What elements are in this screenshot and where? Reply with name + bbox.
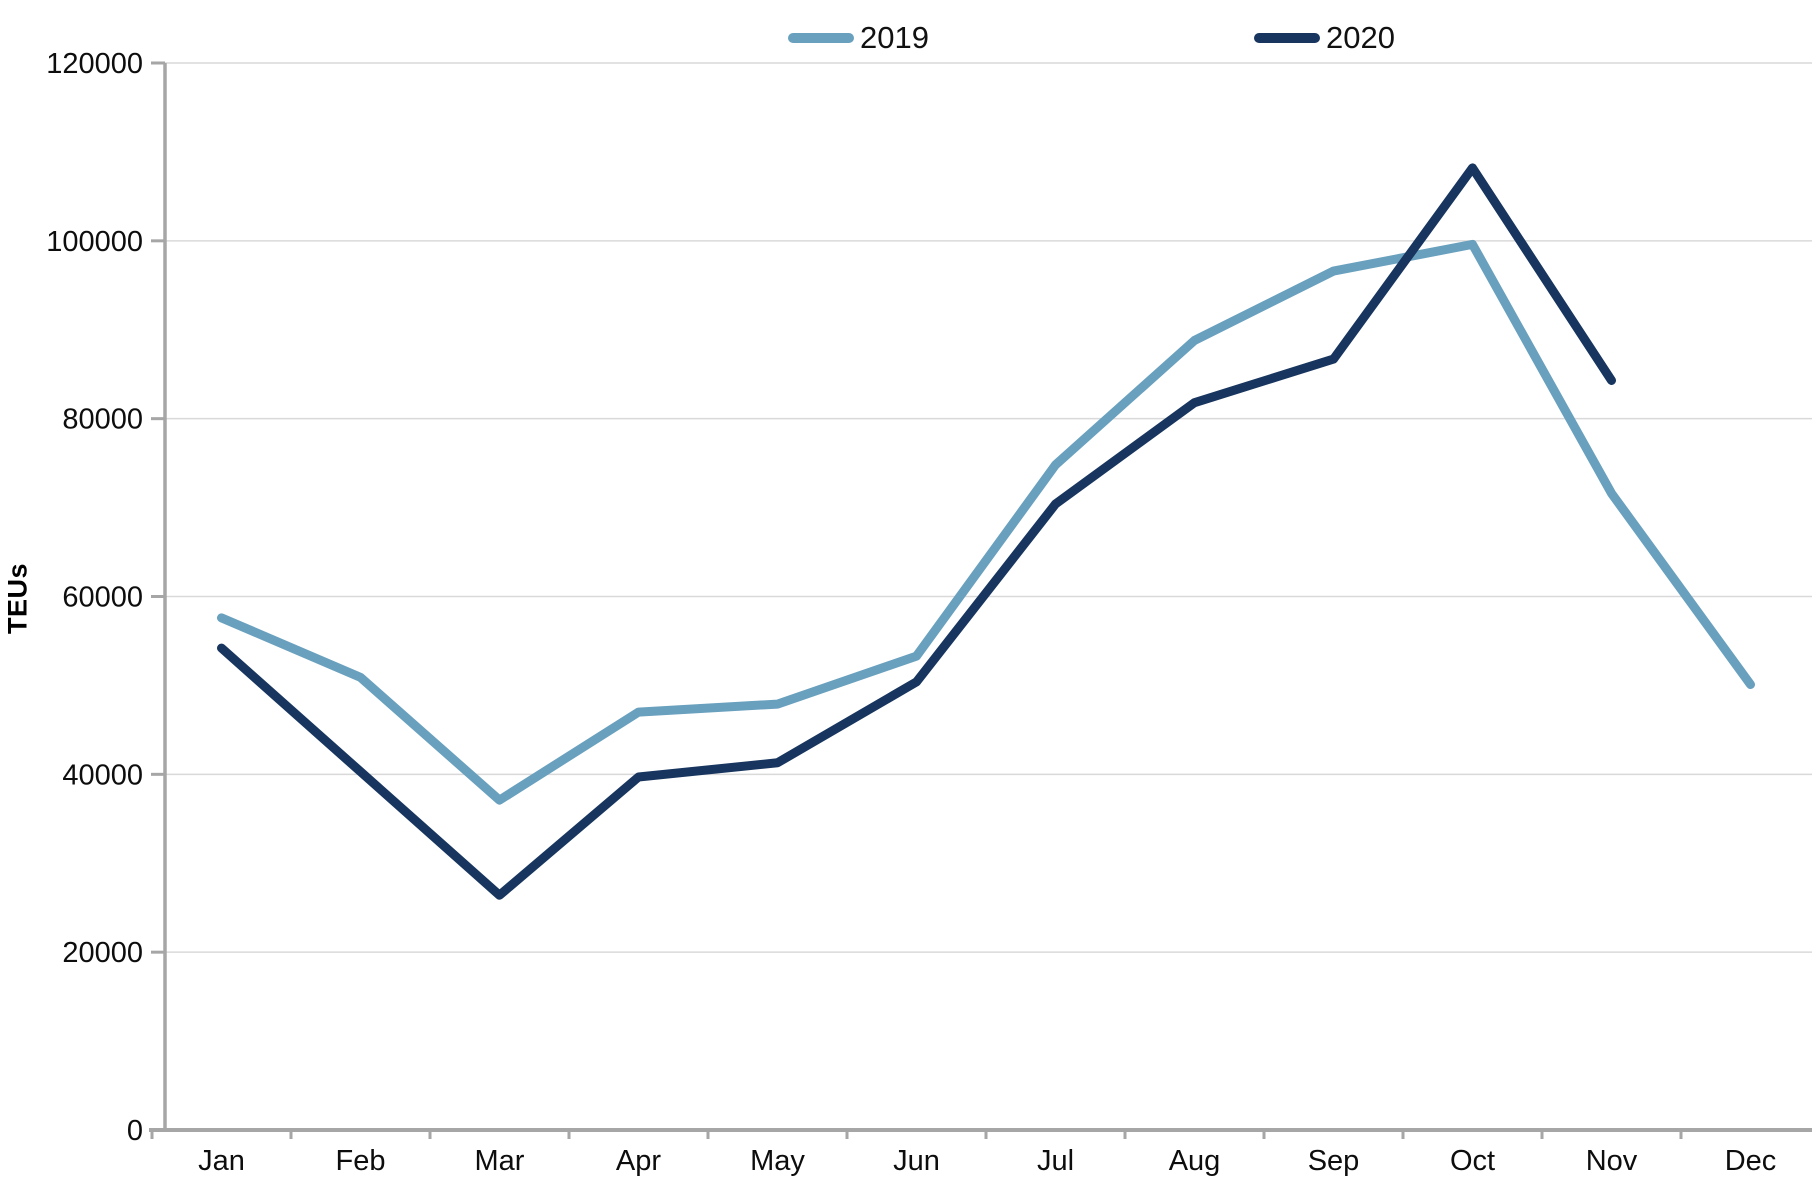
legend-label-2020: 2020	[1325, 20, 1395, 55]
x-category-label: Oct	[1450, 1145, 1495, 1177]
legend-swatch-2019	[788, 33, 854, 43]
y-tick-label: 20000	[62, 937, 143, 969]
y-tick-label: 40000	[62, 759, 143, 791]
chart-legend: 2019 2020	[788, 20, 1395, 56]
series-line-2019	[217, 239, 1755, 805]
x-category-label: May	[750, 1145, 805, 1177]
legend-swatch-2020	[1253, 33, 1320, 43]
legend-label-2019: 2019	[860, 20, 929, 55]
x-category-label: Mar	[475, 1145, 525, 1177]
x-category-label: Aug	[1169, 1145, 1221, 1177]
x-category-label: Dec	[1725, 1145, 1777, 1177]
y-tick-label: 0	[127, 1115, 143, 1147]
y-tick-label: 60000	[62, 582, 143, 614]
legend-entry-2020: 2020	[1253, 20, 1395, 56]
x-category-label: Jun	[893, 1145, 940, 1177]
x-category-label: Jul	[1037, 1145, 1074, 1177]
series-line-2020	[217, 163, 1616, 900]
y-tick-label: 100000	[46, 226, 143, 258]
x-category-label: Feb	[336, 1145, 386, 1177]
y-axis-title: TEUs	[2, 562, 33, 635]
x-category-label: Jan	[198, 1145, 245, 1177]
y-tick-label: 120000	[46, 48, 143, 80]
legend-entry-2019: 2019	[788, 20, 929, 56]
x-category-label: Nov	[1586, 1145, 1638, 1177]
x-category-label: Apr	[616, 1145, 661, 1177]
y-tick-label: 80000	[62, 404, 143, 436]
x-category-label: Sep	[1308, 1145, 1360, 1177]
